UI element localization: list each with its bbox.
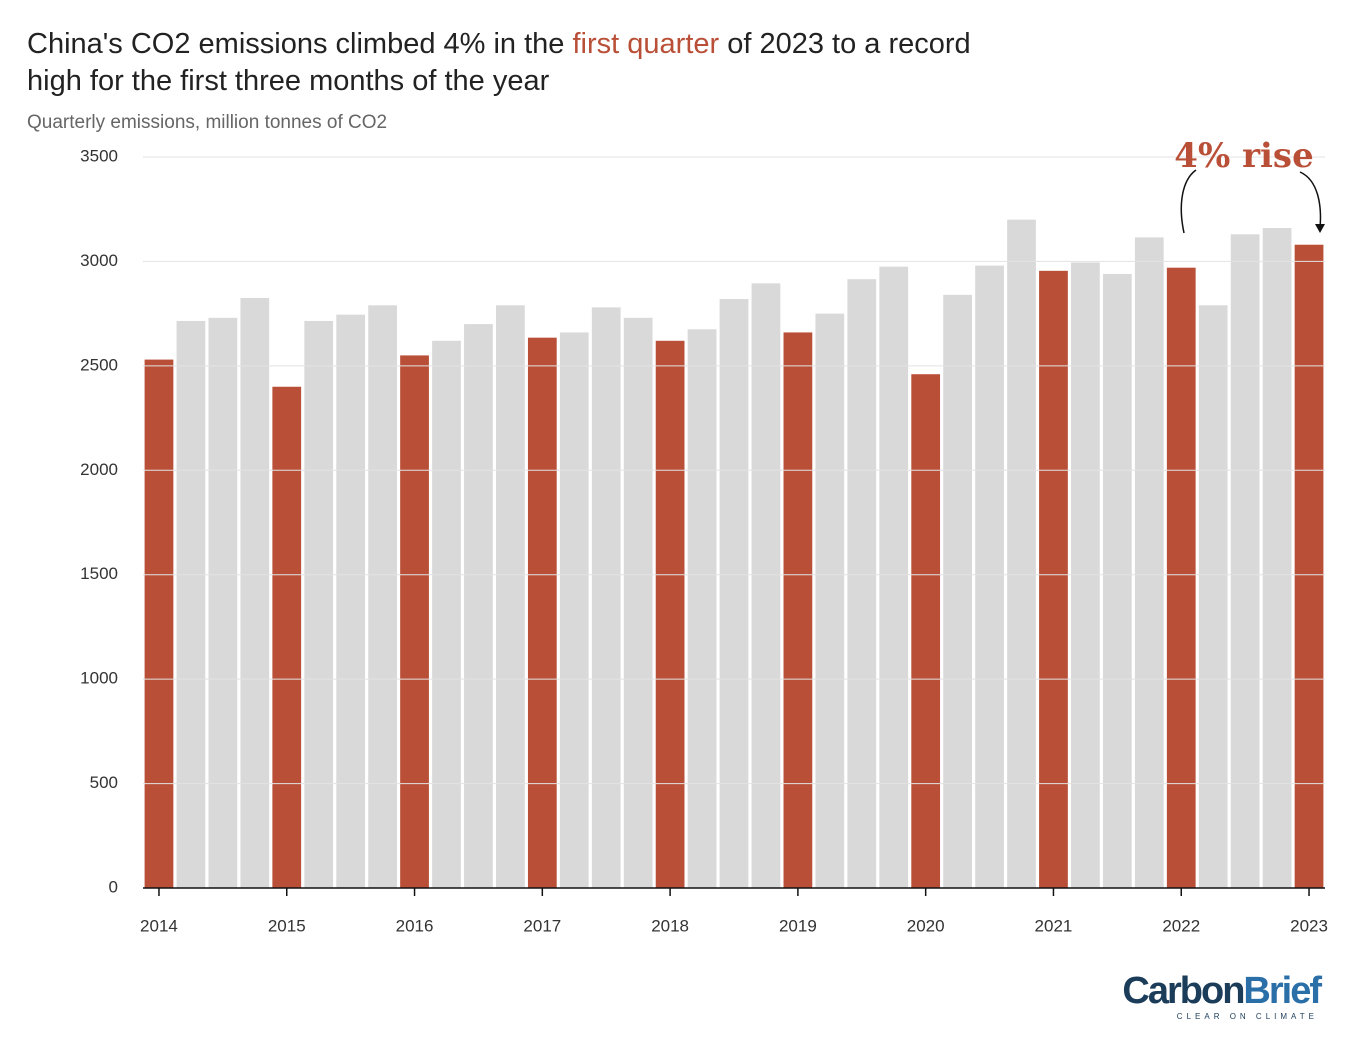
bar	[432, 340, 461, 888]
x-tick-label: 2020	[907, 916, 945, 935]
x-tick-label: 2015	[268, 916, 306, 935]
bar	[1262, 228, 1292, 889]
y-tick-label: 1500	[80, 564, 118, 583]
logo: CarbonBrief	[1122, 970, 1322, 1012]
bar	[176, 320, 206, 888]
x-tick-label: 2014	[140, 916, 178, 935]
bar	[1166, 267, 1196, 888]
bar	[687, 329, 717, 888]
arrow-head	[1315, 224, 1325, 233]
logo-tagline: CLEAR ON CLIMATE	[1177, 1012, 1318, 1021]
annotation-arrow	[1299, 171, 1322, 229]
bar	[496, 305, 525, 888]
bar	[304, 320, 334, 888]
y-tick-label: 3500	[80, 146, 118, 165]
bar	[336, 314, 366, 888]
title-highlight: first quarter	[572, 28, 720, 60]
annotation-line	[1180, 169, 1197, 234]
y-tick-label: 0	[109, 877, 118, 896]
bar	[272, 386, 302, 888]
bar	[815, 313, 845, 889]
x-tick-label: 2023	[1290, 916, 1328, 935]
annotation: 4% rise	[1174, 136, 1313, 176]
logo-part: Carbon	[1122, 970, 1243, 1012]
chart-title: China's CO2 emissions climbed 4% in the …	[27, 26, 1127, 100]
bar	[1198, 305, 1228, 888]
bar	[240, 297, 270, 888]
y-tick-label: 2000	[80, 460, 118, 479]
x-tick-label: 2016	[396, 916, 434, 935]
x-tick-label: 2017	[523, 916, 561, 935]
y-tick-label: 3000	[80, 251, 118, 270]
bar	[975, 265, 1004, 888]
x-tick-label: 2018	[651, 916, 689, 935]
bar	[208, 317, 238, 888]
x-tick-label: 2019	[779, 916, 817, 935]
x-tick-label: 2021	[1035, 916, 1073, 935]
bar	[368, 305, 397, 888]
bar	[1102, 273, 1132, 889]
title-part: high for the first three months of the y…	[27, 65, 550, 97]
bar	[943, 294, 972, 888]
bar	[1007, 219, 1036, 888]
bar	[879, 266, 909, 888]
y-tick-label: 500	[90, 773, 118, 792]
bar	[144, 359, 174, 888]
bar	[1039, 270, 1068, 888]
bar	[911, 374, 941, 888]
bar	[1071, 262, 1100, 888]
bar	[719, 299, 749, 889]
bar	[464, 324, 493, 889]
bar	[623, 317, 653, 888]
bar	[655, 340, 685, 888]
bar	[751, 283, 781, 888]
y-tick-label: 1000	[80, 669, 118, 688]
bar	[1134, 237, 1164, 888]
x-tick-label: 2022	[1162, 916, 1200, 935]
bar	[559, 332, 589, 888]
bar	[1230, 234, 1260, 888]
chart-subtitle: Quarterly emissions, million tonnes of C…	[27, 112, 388, 133]
title-part: of 2023 to a record	[719, 28, 971, 60]
bar	[400, 355, 429, 888]
bar	[591, 307, 621, 888]
logo-part: Brief	[1243, 970, 1322, 1012]
bar	[783, 332, 813, 888]
bar	[527, 337, 557, 888]
title-part: China's CO2 emissions climbed 4% in the	[27, 28, 573, 60]
y-tick-label: 2500	[80, 355, 118, 374]
bar	[1294, 244, 1324, 889]
bar	[847, 279, 877, 889]
